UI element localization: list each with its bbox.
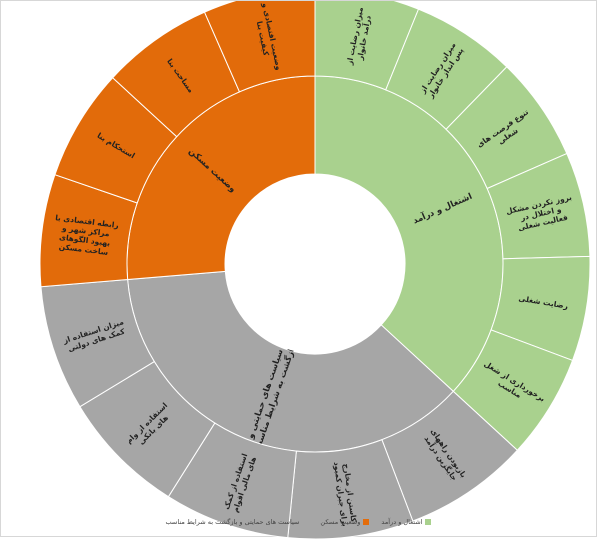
legend-swatch-housing [363, 519, 370, 525]
legend-item-employment: اشتغال و درآمد [381, 518, 432, 526]
center-hole [225, 174, 405, 354]
legend-label-employment: اشتغال و درآمد [381, 518, 423, 526]
outer-segment-14 [203, 1, 316, 93]
legend-label-policy: سیاست های حمایتی و بازگشت به شرایط مناسب [165, 518, 300, 526]
legend: اشتغال و درآمد وضعیت مسکن سیاست های حمای… [1, 518, 596, 526]
legend-item-policy: سیاست های حمایتی و بازگشت به شرایط مناسب [166, 518, 309, 526]
legend-swatch-policy [302, 519, 309, 525]
legend-item-housing: وضعیت مسکن [320, 518, 370, 526]
legend-label-housing: وضعیت مسکن [320, 518, 361, 526]
legend-swatch-employment [425, 519, 432, 525]
